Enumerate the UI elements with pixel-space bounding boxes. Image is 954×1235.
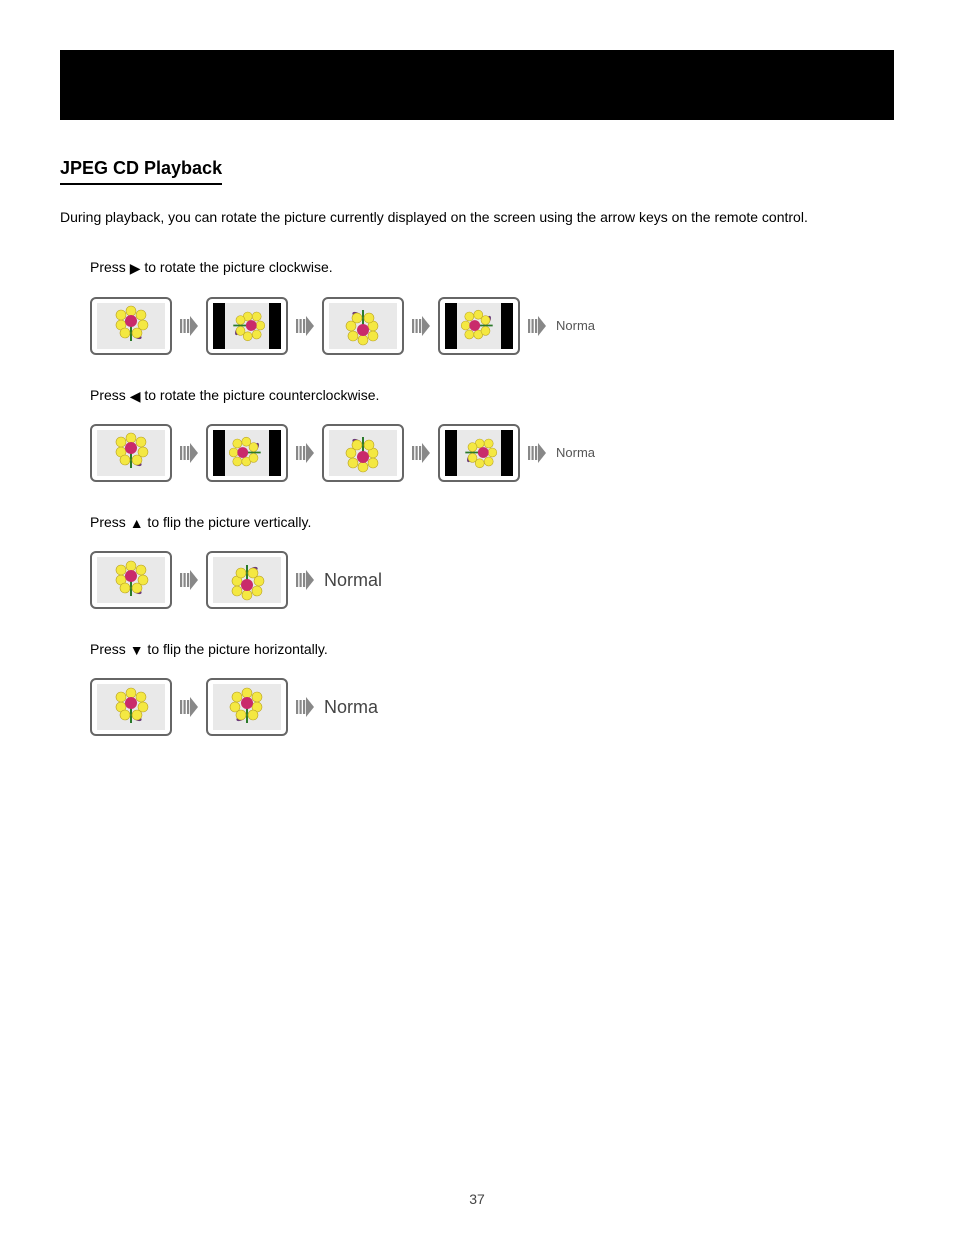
seq-frame xyxy=(90,424,172,482)
up-arrow-icon: ▲ xyxy=(130,513,144,533)
step-3-pre: Press xyxy=(90,514,130,530)
seq-frame xyxy=(90,678,172,736)
step-1-post: to rotate the picture clockwise. xyxy=(140,259,332,275)
seq-frame xyxy=(206,678,288,736)
step-2-pre: Press xyxy=(90,387,130,403)
step-1-text: Press ▶ to rotate the picture clockwise. xyxy=(90,257,894,278)
step-arrow-icon xyxy=(412,443,430,463)
left-arrow-icon: ◀ xyxy=(130,386,141,406)
step-arrow-icon xyxy=(412,316,430,336)
seq-frame xyxy=(90,297,172,355)
title-bar xyxy=(60,50,894,120)
step-3-text: Press ▲ to flip the picture vertically. xyxy=(90,512,894,533)
seq-frame xyxy=(206,424,288,482)
step-arrow-icon xyxy=(180,443,198,463)
step-arrow-icon xyxy=(296,443,314,463)
down-arrow-icon: ▼ xyxy=(130,640,144,660)
step-arrow-icon xyxy=(296,316,314,336)
step-arrow-icon xyxy=(296,570,314,590)
step-arrow-icon xyxy=(528,316,546,336)
seq-end-label: Norma xyxy=(324,697,394,718)
step-2-sequence: Norma xyxy=(90,424,894,482)
right-arrow-icon: ▶ xyxy=(130,258,141,278)
step-arrow-icon xyxy=(296,697,314,717)
step-3-sequence: Normal xyxy=(90,551,894,609)
seq-frame xyxy=(438,297,520,355)
page-number: 37 xyxy=(0,1191,954,1207)
step-arrow-icon xyxy=(180,570,198,590)
seq-frame xyxy=(322,424,404,482)
step-4-sequence: Norma xyxy=(90,678,894,736)
seq-frame xyxy=(322,297,404,355)
step-2-text: Press ◀ to rotate the picture counterclo… xyxy=(90,385,894,406)
seq-frame xyxy=(90,551,172,609)
step-4-text: Press ▼ to flip the picture horizontally… xyxy=(90,639,894,660)
step-arrow-icon xyxy=(180,697,198,717)
seq-frame xyxy=(206,297,288,355)
step-4-pre: Press xyxy=(90,641,130,657)
seq-end-label: Normal xyxy=(324,570,394,591)
step-arrow-icon xyxy=(528,443,546,463)
step-2-post: to rotate the picture counterclockwise. xyxy=(140,387,379,403)
step-1-pre: Press xyxy=(90,259,130,275)
seq-frame xyxy=(206,551,288,609)
seq-frame xyxy=(438,424,520,482)
intro-text: During playback, you can rotate the pict… xyxy=(60,207,894,227)
section-heading: JPEG CD Playback xyxy=(60,158,222,185)
step-3-post: to flip the picture vertically. xyxy=(144,514,312,530)
seq-end-label: Norma xyxy=(556,445,606,460)
seq-end-label: Norma xyxy=(556,318,606,333)
step-4-post: to flip the picture horizontally. xyxy=(144,641,328,657)
step-1-sequence: Norma xyxy=(90,297,894,355)
step-arrow-icon xyxy=(180,316,198,336)
